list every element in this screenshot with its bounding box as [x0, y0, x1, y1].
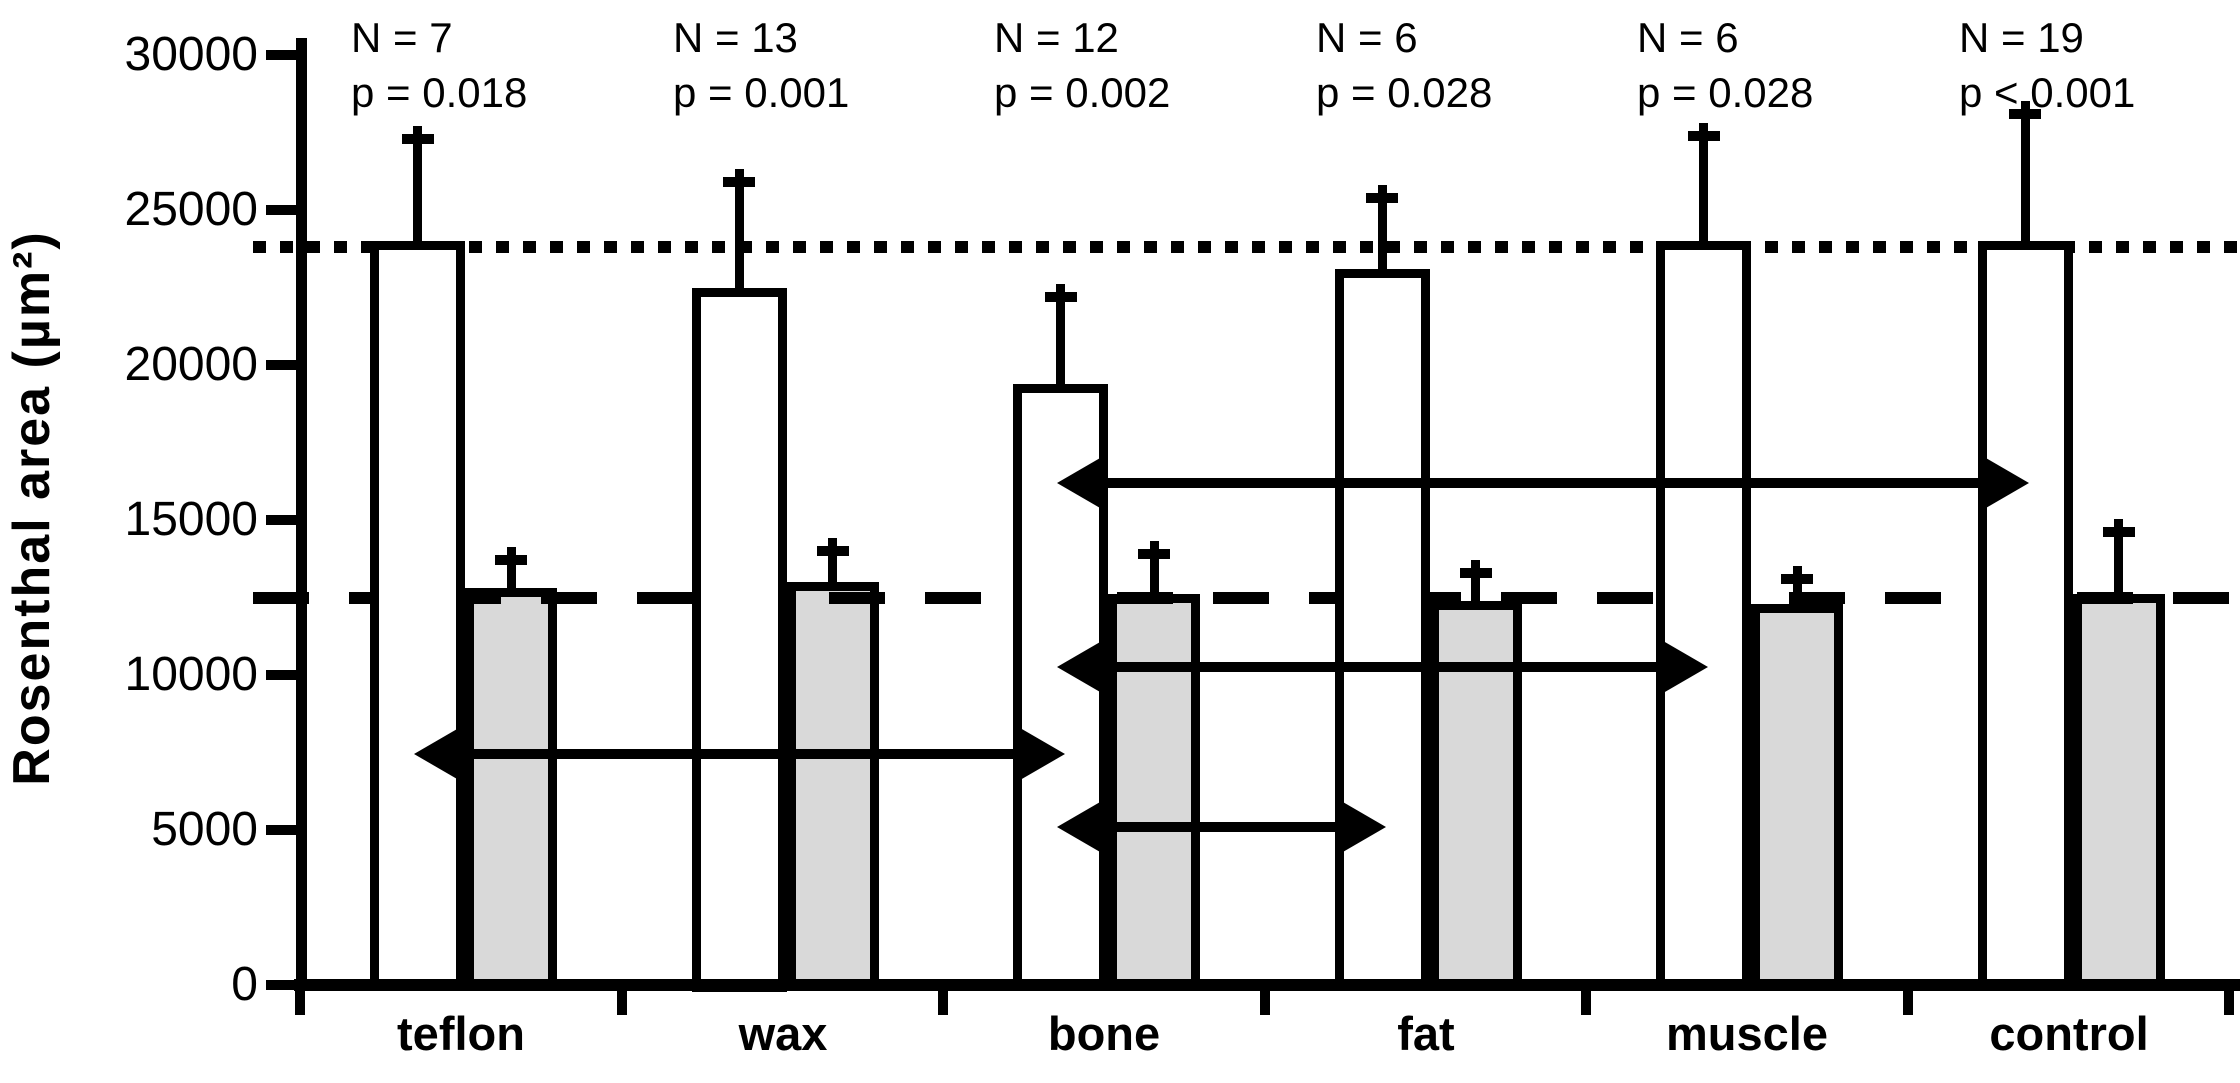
y-axis-tick-label-0: 0: [231, 958, 258, 1011]
y-axis-tick-label-20000: 20000: [124, 338, 258, 391]
comparison-arrow-bone-control-line: [1095, 478, 1992, 488]
x-axis-tick-1: [617, 985, 627, 1015]
annotation-n-bone: N = 12: [994, 14, 1119, 61]
error-bar-cap-gray-muscle: [1781, 574, 1813, 584]
white-bar-fat: [1335, 269, 1430, 991]
error-bar-line-white-fat: [1378, 185, 1387, 271]
gray-bar-teflon: [465, 588, 557, 991]
y-axis-tick-0: [266, 980, 306, 990]
comparison-arrow-bone-fat-line: [1095, 822, 1349, 832]
x-axis-label-fat: fat: [1397, 1007, 1455, 1060]
error-bar-cap-gray-control: [2103, 527, 2135, 537]
gray-bar-fat: [1430, 601, 1522, 991]
error-bar-line-gray-bone: [1150, 541, 1159, 596]
annotation-n-fat: N = 6: [1316, 14, 1418, 61]
x-axis-label-muscle: muscle: [1666, 1007, 1828, 1060]
x-axis-label-teflon: teflon: [397, 1007, 525, 1060]
error-bar-line-gray-muscle: [1793, 566, 1802, 606]
annotation-n-teflon: N = 7: [351, 14, 453, 61]
annotation-p-fat: p = 0.028: [1316, 69, 1493, 116]
arrowhead-left-icon: [1057, 638, 1107, 696]
gray-bar-muscle: [1751, 604, 1843, 991]
error-bar-line-white-muscle: [1699, 123, 1708, 243]
error-bar-cap-gray-teflon: [495, 555, 527, 565]
white-bar-teflon: [370, 241, 465, 991]
annotation-n-control: N = 19: [1959, 14, 2084, 61]
group-annotation-wax: N = 13 p = 0.001: [673, 10, 849, 120]
error-bar-cap-white-fat: [1366, 193, 1398, 203]
white-bar-wax: [692, 288, 787, 992]
y-axis-tick-30000: [266, 50, 306, 60]
error-bar-cap-white-wax: [723, 177, 755, 187]
error-bar-cap-gray-bone: [1138, 549, 1170, 559]
y-axis-tick-5000: [266, 825, 306, 835]
annotation-n-muscle: N = 6: [1637, 14, 1739, 61]
y-axis-tick-15000: [266, 515, 306, 525]
annotation-p-teflon: p = 0.018: [351, 69, 528, 116]
arrowhead-right-icon: [1979, 454, 2029, 512]
reference-line-dotted: [253, 241, 2240, 253]
comparison-arrow-bone-muscle-line: [1095, 662, 1670, 672]
error-bar-cap-white-teflon: [402, 134, 434, 144]
error-bar-line-gray-control: [2114, 519, 2123, 596]
x-axis-tick-0: [295, 985, 305, 1015]
annotation-p-muscle: p = 0.028: [1637, 69, 1814, 116]
arrowhead-left-icon: [414, 725, 464, 783]
annotation-n-wax: N = 13: [673, 14, 798, 61]
x-axis-tick-6: [2224, 985, 2234, 1015]
y-axis-tick-label-15000: 15000: [124, 493, 258, 546]
group-annotation-fat: N = 6 p = 0.028: [1316, 10, 1492, 120]
x-axis-tick-3: [1260, 985, 1270, 1015]
error-bar-cap-white-control: [2009, 109, 2041, 119]
comparison-arrow-teflon-bone-line: [452, 749, 1027, 759]
arrowhead-left-icon: [1057, 798, 1107, 856]
x-axis-label-wax: wax: [738, 1007, 828, 1060]
error-bar-line-gray-fat: [1471, 560, 1480, 603]
error-bar-cap-gray-fat: [1460, 568, 1492, 578]
group-annotation-control: N = 19 p < 0.001: [1959, 10, 2135, 120]
error-bar-cap-white-muscle: [1688, 131, 1720, 141]
error-bar-line-white-teflon: [413, 126, 422, 243]
error-bar-cap-gray-wax: [817, 546, 849, 556]
x-axis-label-bone: bone: [1047, 1007, 1161, 1060]
x-axis-tick-5: [1903, 985, 1913, 1015]
arrowhead-right-icon: [1015, 725, 1065, 783]
x-axis-tick-4: [1581, 985, 1591, 1015]
group-annotation-muscle: N = 6 p = 0.028: [1637, 10, 1813, 120]
gray-bar-wax: [787, 582, 879, 991]
arrowhead-right-icon: [1336, 798, 1386, 856]
y-axis-line: [296, 38, 307, 991]
group-annotation-bone: N = 12 p = 0.002: [994, 10, 1170, 120]
gray-bar-bone: [1108, 594, 1200, 991]
error-bar-line-white-bone: [1056, 284, 1065, 386]
group-annotation-teflon: N = 7 p = 0.018: [351, 10, 527, 120]
annotation-p-wax: p = 0.001: [673, 69, 850, 116]
x-axis-tick-2: [938, 985, 948, 1015]
error-bar-cap-white-bone: [1045, 292, 1077, 302]
y-axis-tick-20000: [266, 360, 306, 370]
y-axis-tick-label-5000: 5000: [151, 803, 258, 856]
annotation-p-control: p < 0.001: [1959, 69, 2136, 116]
error-bar-line-white-wax: [735, 169, 744, 289]
y-axis-tick-label-25000: 25000: [124, 183, 258, 236]
y-axis-tick-label-10000: 10000: [124, 648, 258, 701]
arrowhead-left-icon: [1057, 454, 1107, 512]
error-bar-line-gray-teflon: [507, 547, 516, 590]
error-bar-line-white-control: [2021, 101, 2030, 243]
gray-bar-control: [2073, 594, 2165, 991]
annotation-p-bone: p = 0.002: [994, 69, 1171, 116]
reference-line-dashed: [253, 592, 2240, 604]
x-axis-label-control: control: [1989, 1007, 2149, 1060]
white-bar-control: [1978, 241, 2073, 991]
arrowhead-right-icon: [1658, 638, 1708, 696]
y-axis-tick-label-30000: 30000: [124, 28, 258, 81]
y-axis-tick-10000: [266, 670, 306, 680]
white-bar-muscle: [1656, 241, 1751, 991]
y-axis-tick-25000: [266, 205, 306, 215]
error-bar-line-gray-wax: [828, 538, 837, 584]
